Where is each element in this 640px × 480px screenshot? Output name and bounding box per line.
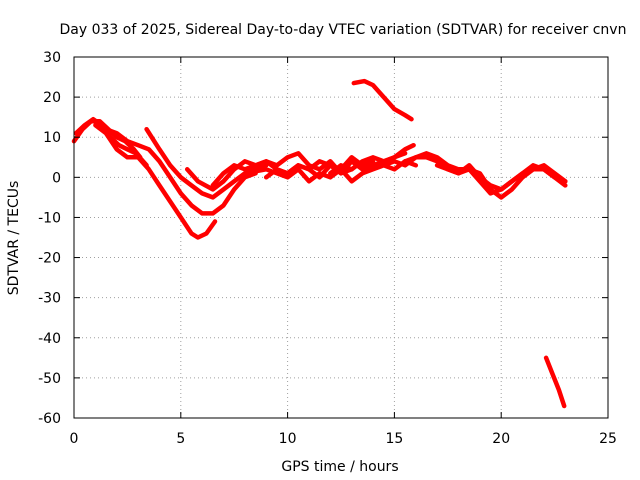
series-line-arc-10 — [328, 142, 416, 176]
series-group — [71, 78, 568, 409]
y-tick-label: 30 — [43, 50, 61, 66]
series-line-arc-15 — [543, 355, 567, 409]
y-axis-label: SDTVAR / TECUs — [6, 181, 22, 296]
x-axis-label: GPS time / hours — [281, 459, 398, 475]
x-tick-label: 0 — [70, 431, 79, 447]
x-tick-label: 25 — [599, 431, 617, 447]
x-tick-label: 5 — [176, 431, 185, 447]
series-line-arc-14 — [434, 163, 568, 196]
x-tick-label: 10 — [279, 431, 297, 447]
series-line-arc-11 — [351, 78, 414, 122]
y-tick-label: 0 — [52, 170, 61, 186]
series-line-arc-4 — [103, 126, 258, 216]
series-line-arc-3 — [93, 122, 218, 240]
y-tick-label: -60 — [38, 411, 61, 427]
y-tick-label: -20 — [38, 251, 61, 267]
y-tick-label: 20 — [43, 90, 61, 106]
series-line-arc-8 — [242, 159, 419, 184]
y-tick-label: -10 — [38, 210, 61, 226]
chart-title: Day 033 of 2025, Sidereal Day-to-day VTE… — [60, 22, 627, 38]
grid-lines — [74, 57, 608, 418]
tick-marks — [73, 56, 609, 419]
y-tick-label: -50 — [38, 371, 61, 387]
y-tick-label: -40 — [38, 331, 61, 347]
plot-frame — [73, 56, 609, 419]
y-tick-label: 10 — [43, 130, 61, 146]
x-tick-label: 15 — [385, 431, 403, 447]
tick-labels: 0 5 10 15 20 25 -60 -50 -40 -30 -20 -10 0 10 20 30 — [38, 50, 617, 447]
y-tick-label: -30 — [38, 291, 61, 307]
x-tick-label: 20 — [492, 431, 510, 447]
